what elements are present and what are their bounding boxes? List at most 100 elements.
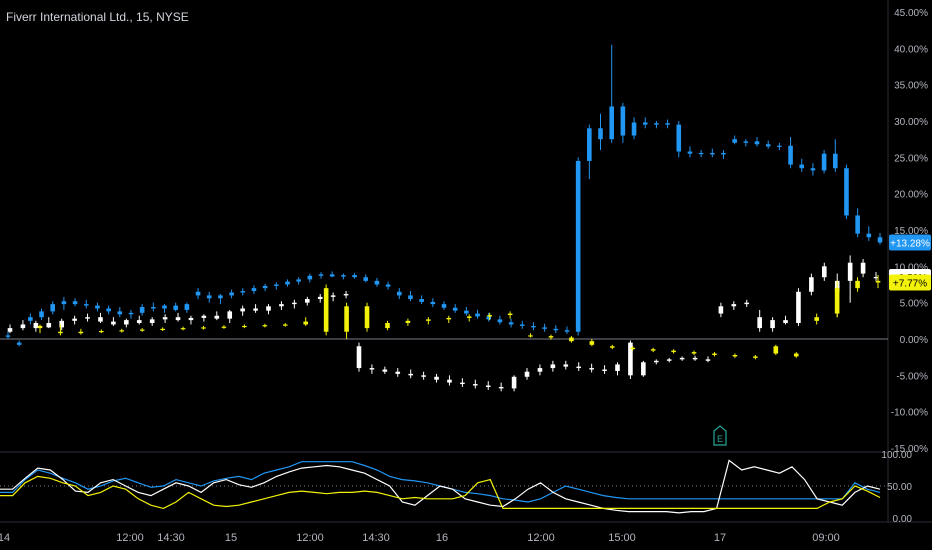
candle-body <box>201 315 207 318</box>
candle-body <box>587 128 592 161</box>
y-tick-label: 35.00% <box>894 81 928 92</box>
candle-body <box>72 301 78 305</box>
x-tick-label: 17 <box>714 532 726 544</box>
candle-body <box>860 262 866 274</box>
candle-body <box>266 306 271 311</box>
chart-title: Fiverr International Ltd., 15, NYSE <box>6 10 189 24</box>
candle-body <box>855 280 860 289</box>
candle-body <box>395 371 401 374</box>
y-tick-label: 15.00% <box>894 226 928 237</box>
candle-body <box>497 319 503 323</box>
candle-body <box>151 307 156 309</box>
candle-body <box>50 304 56 312</box>
candle-body <box>374 280 380 285</box>
candle-body <box>61 301 67 305</box>
candle-body <box>396 291 402 296</box>
candle-body <box>718 306 724 314</box>
candle-body <box>531 325 536 328</box>
y-tick-label: 0.00% <box>900 335 928 346</box>
candle-body <box>296 279 301 282</box>
candle-body <box>609 106 614 140</box>
candle-body <box>793 353 799 357</box>
x-axis: 14 12:00 14:30 15 12:00 14:30 16 12:00 15:00 17 09… <box>0 532 840 544</box>
candle-body <box>214 315 220 319</box>
indicator-tick-label: 100.00 <box>881 450 912 461</box>
candle-body <box>382 369 388 372</box>
y-tick-label: -5.00% <box>896 371 928 382</box>
candle-body <box>630 347 636 350</box>
candle-body <box>447 379 452 383</box>
candle-body <box>307 275 313 280</box>
last-value-text: +7.77% <box>893 279 927 290</box>
candle-body <box>609 346 615 348</box>
indicator-line-2 <box>0 459 881 514</box>
candle-body <box>847 262 853 281</box>
candle-body <box>821 266 827 278</box>
candle-body <box>292 302 297 305</box>
y-tick-label: 5.00% <box>900 299 928 310</box>
candle-body <box>175 317 181 321</box>
candle-body <box>242 325 247 328</box>
candle-body <box>218 295 223 299</box>
candle-body <box>106 308 111 312</box>
candle-body <box>95 305 100 309</box>
candle-body <box>834 288 840 314</box>
candle-body <box>721 152 726 155</box>
candle-body <box>598 128 603 140</box>
x-tick-label: 12:00 <box>527 532 555 544</box>
candle-body <box>671 350 676 353</box>
candle-body <box>363 277 369 281</box>
candle-body <box>602 369 607 371</box>
y-tick-label: -15.00% <box>891 444 928 455</box>
y-tick-label: 20.00% <box>894 190 928 201</box>
candle-body <box>240 291 246 293</box>
candle-body <box>710 152 715 155</box>
candle-body <box>318 274 324 276</box>
candle-body <box>385 284 391 287</box>
candle-body <box>85 317 90 319</box>
candle-body <box>473 384 478 386</box>
candle-body <box>814 317 819 321</box>
x-tick-label: 14:30 <box>362 532 390 544</box>
candle-body <box>691 352 697 354</box>
candle-body <box>356 346 362 369</box>
candle-body <box>576 366 582 369</box>
indicator-tick-label: 0.00 <box>893 514 913 525</box>
candle-body <box>589 368 594 370</box>
candle-body <box>99 331 104 333</box>
candle-body <box>240 308 245 312</box>
last-value-label-3: +7.77% <box>889 274 931 291</box>
candle-body <box>641 362 646 376</box>
candle-body <box>117 311 123 315</box>
indicator-lines <box>0 459 881 514</box>
candle-body <box>757 317 762 329</box>
candle-body <box>304 299 310 303</box>
candle-body <box>83 304 89 306</box>
candle-body <box>317 296 323 300</box>
candle-body <box>507 313 513 316</box>
candle-series-1 <box>5 44 883 347</box>
candle-body <box>5 335 11 337</box>
candle-body <box>508 322 514 325</box>
candle-body <box>783 320 788 324</box>
candle-body <box>329 274 335 277</box>
candle-body <box>866 233 872 238</box>
candle-body <box>732 354 738 357</box>
candle-body <box>744 302 750 305</box>
candle-body <box>46 323 52 328</box>
candle-body <box>754 141 760 145</box>
candle-body <box>475 313 480 317</box>
candle-body <box>206 295 212 299</box>
candle-body <box>460 382 465 385</box>
candle-body <box>732 139 737 143</box>
candle-body <box>408 373 413 376</box>
main-y-axis: 45.00% 40.00% 35.00% 30.00% 25.00% 20.00% 15.0… <box>891 8 928 455</box>
candle-body <box>687 151 693 154</box>
candle-body <box>72 318 77 321</box>
candle-body <box>59 320 65 328</box>
candle-body <box>229 292 234 296</box>
candle-series-2 <box>7 255 879 392</box>
x-tick-label: 12:00 <box>296 532 324 544</box>
candle-body <box>136 320 142 324</box>
